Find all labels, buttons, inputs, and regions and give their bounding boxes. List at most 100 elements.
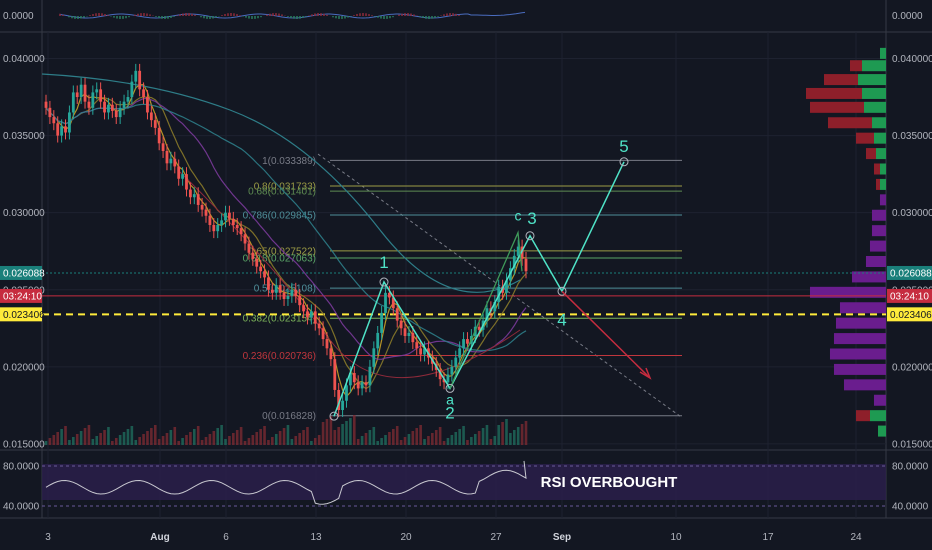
volume-bar: [450, 435, 454, 445]
wave-label-1: 1: [379, 253, 388, 272]
vprofile-down-bar: [835, 317, 886, 329]
volume-bar: [267, 440, 270, 445]
volume-bar: [161, 436, 165, 445]
candle-body: [395, 308, 399, 321]
volume-bar: [173, 427, 177, 445]
vprofile-down-bar: [851, 271, 886, 283]
countdown-badge-right: 03:24:10: [890, 291, 929, 302]
volume-bar: [466, 440, 469, 445]
x-tick: 20: [400, 532, 412, 543]
volume-bar: [352, 415, 356, 445]
wave-point: [557, 286, 567, 296]
x-axis: 3 Aug 6 13 20 27 Sep 10 17 24: [45, 532, 862, 543]
candle-body: [118, 107, 122, 118]
candle-body: [348, 373, 352, 386]
vprofile-down-bar: [806, 87, 862, 99]
volume-bar: [271, 437, 274, 445]
candle-body: [466, 339, 469, 344]
fib-level-label: 0.65(0.027522): [248, 246, 316, 257]
rsi-tick-right: 80.0000: [892, 462, 929, 473]
countdown-badge-left-bg: [0, 288, 42, 303]
wave-label-5: 5: [619, 137, 628, 156]
candle-body: [270, 289, 274, 293]
vprofile-up-bar: [862, 87, 886, 99]
fib-level-label: 0(0.016828): [262, 411, 316, 422]
volume-bar: [403, 437, 407, 445]
candle-body: [142, 89, 145, 98]
y-tick-right: 0.015000: [892, 439, 932, 450]
vprofile-down-bar: [874, 163, 880, 175]
candle-body: [458, 348, 462, 358]
volume-bar: [99, 433, 102, 445]
level-badge-left-bg: [0, 307, 42, 322]
volume-bar: [255, 432, 259, 445]
candle-body: [64, 126, 67, 133]
volume-bar: [278, 431, 282, 445]
candle-body: [446, 374, 450, 383]
current-price-badge-left: 0.026088: [3, 268, 45, 279]
elliott-waves[interactable]: 1 2 3 4 5 c a: [329, 137, 652, 423]
wave-point: [329, 411, 339, 421]
volume-bar: [411, 431, 415, 445]
volume-bar: [212, 431, 216, 445]
volume-bar: [489, 439, 493, 445]
wave-label-4: 4: [557, 310, 566, 329]
y-axis-right: 0.0400000.0350000.0300000.0250000.020000…: [887, 11, 932, 513]
candle-body: [372, 348, 376, 367]
volume-bar: [306, 427, 309, 445]
vprofile-down-bar: [850, 60, 862, 72]
volume-bar: [337, 427, 340, 445]
fib-level-label: 0.8(0.031733): [254, 181, 316, 192]
volume-bar: [473, 434, 477, 445]
volume-bar: [349, 418, 352, 445]
candle-body: [352, 373, 356, 383]
volume-bar: [407, 434, 411, 445]
volume-bar: [192, 429, 196, 445]
candle-body: [462, 339, 465, 349]
volume-bar: [372, 427, 376, 445]
vprofile-up-bar: [880, 178, 886, 190]
volume-bar: [48, 438, 52, 445]
volume-bar: [200, 440, 204, 445]
y-tick-left: 0.020000: [3, 362, 45, 373]
volume-bar: [485, 425, 489, 445]
vprofile-down-bar: [839, 302, 886, 314]
volume-bar: [313, 438, 317, 445]
candle-body: [309, 311, 313, 318]
candle-body: [423, 348, 426, 355]
fib-level-label: 0.786(0.029845): [243, 211, 316, 222]
volume-bar: [368, 430, 372, 445]
level-badge-left: 0.023406: [3, 310, 45, 321]
candle-body: [524, 258, 528, 272]
candle-body: [126, 97, 130, 102]
volume-bar: [364, 433, 368, 445]
fibonacci-retracement[interactable]: 1(0.033389) 0.8(0.031733)0.68(0.031401) 0.…: [42, 153, 886, 422]
countdown-badge-left: 03:24:10: [3, 291, 42, 302]
candle-body: [306, 311, 309, 318]
candle-body: [79, 84, 83, 98]
candle-body: [251, 252, 255, 259]
candle-body: [411, 332, 415, 343]
volume-bar: [470, 437, 473, 445]
volume-bar: [44, 441, 48, 445]
volume-bar: [64, 426, 67, 445]
candle-body: [60, 126, 64, 136]
candle-body: [477, 326, 481, 330]
projection-arrow-line: [561, 290, 649, 377]
candle-body: [345, 385, 348, 401]
volume-bar: [497, 425, 500, 445]
candle-body: [228, 212, 231, 219]
volume-bar: [185, 435, 188, 445]
volume-bar: [512, 430, 516, 445]
candle-body: [302, 305, 305, 312]
candle-body: [337, 389, 341, 410]
volume-bar: [232, 433, 235, 445]
candle-body: [185, 174, 188, 190]
vprofile-up-bar: [872, 117, 886, 129]
volume-bar: [68, 440, 71, 445]
y-tick-left: 0.030000: [3, 208, 45, 219]
candle-body: [138, 70, 142, 90]
candle-body: [44, 101, 48, 108]
volume-bar: [310, 441, 313, 445]
